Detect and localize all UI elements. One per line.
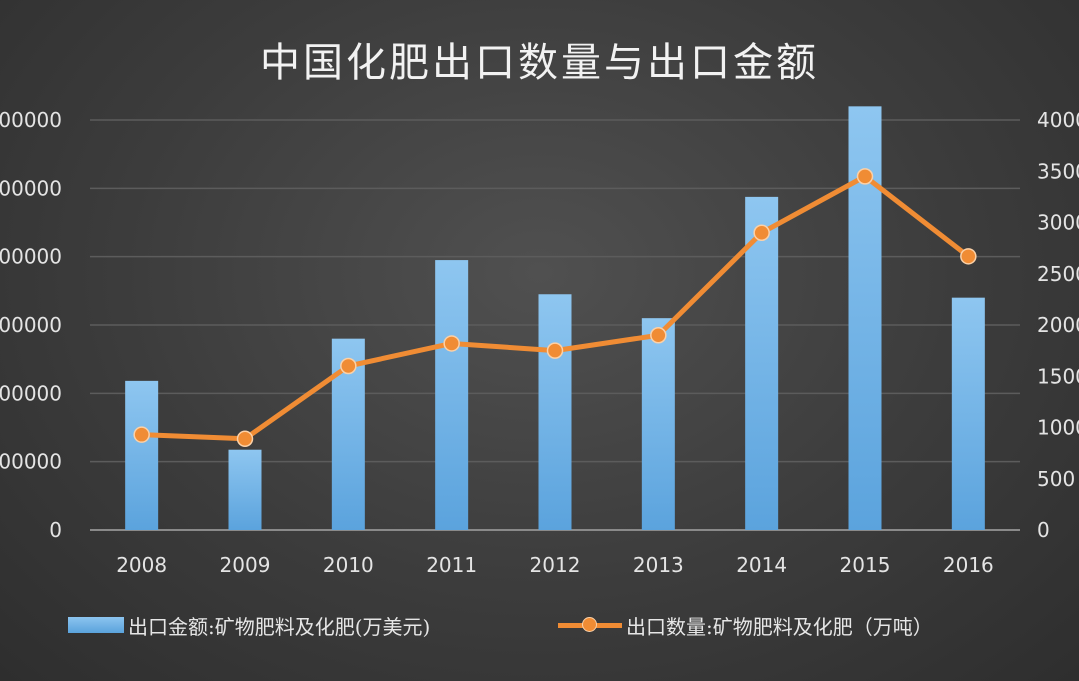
y-left-tick-label: 1600000 [0, 245, 62, 269]
legend: 出口金额:矿物肥料及化肥(万美元) 出口数量:矿物肥料及化肥（万吨） [68, 608, 1068, 642]
chart-title: 中国化肥出口数量与出口金额 [260, 40, 819, 86]
bar-export-value-2014 [745, 196, 779, 530]
x-tick-label: 2016 [943, 553, 994, 577]
x-tick-label: 2015 [840, 553, 891, 577]
x-tick-label: 2013 [633, 553, 684, 577]
bar-export-value-2012 [538, 294, 572, 530]
bar-export-value-2013 [641, 318, 675, 530]
y-right-tick-label: 0 [1037, 518, 1050, 542]
y-left-tick-label: 400000 [0, 450, 62, 474]
point-export-quantity-2014 [753, 224, 770, 241]
legend-item-export-value: 出口金额:矿物肥料及化肥(万美元) [68, 608, 430, 642]
bar-export-value-2016 [951, 297, 985, 530]
x-tick-label: 2009 [220, 553, 271, 577]
legend-bar-swatch [68, 617, 124, 633]
point-export-quantity-2016 [960, 248, 977, 265]
point-export-quantity-2010 [340, 357, 357, 375]
point-export-quantity-2011 [443, 335, 460, 352]
point-export-quantity-2013 [650, 327, 667, 344]
y-right-tick-label: 1000 [1037, 416, 1079, 440]
y-left-tick-label: 1200000 [0, 313, 62, 337]
y-right-tick-label: 2500 [1037, 262, 1079, 286]
bar-export-value-2008 [125, 380, 159, 530]
y-right-tick-label: 4000 [1037, 108, 1079, 132]
point-export-quantity-2009 [236, 430, 254, 448]
y-left-tick-label: 2400000 [0, 108, 62, 132]
point-export-quantity-2015 [856, 168, 874, 185]
y-right-tick-label: 2000 [1037, 313, 1079, 337]
point-export-quantity-2012 [546, 342, 564, 359]
point-export-quantity-2008 [133, 426, 150, 443]
y-left-tick-label: 800000 [0, 381, 62, 405]
y-right-tick-label: 1500 [1037, 364, 1079, 388]
x-tick-label: 2008 [116, 553, 167, 577]
x-tick-label: 2010 [323, 553, 374, 577]
y-left-tick-label: 0 [49, 518, 62, 542]
legend-line-swatch [558, 617, 622, 633]
y-right-tick-label: 3000 [1037, 211, 1079, 235]
legend-item-export-quantity: 出口数量:矿物肥料及化肥（万吨） [558, 608, 933, 642]
y-left-tick-label: 2000000 [0, 176, 62, 200]
x-tick-label: 2014 [736, 553, 787, 577]
bar-export-value-2009 [228, 449, 262, 530]
y-right-tick-label: 500 [1037, 467, 1075, 491]
x-tick-label: 2011 [426, 553, 477, 577]
x-tick-label: 2012 [530, 553, 581, 577]
legend-label-export-value: 出口金额:矿物肥料及化肥(万美元) [128, 614, 431, 639]
legend-label-export-quantity: 出口数量:矿物肥料及化肥（万吨） [626, 614, 933, 639]
y-right-tick-label: 3500 [1037, 159, 1079, 183]
bar-export-value-2011 [435, 260, 469, 530]
